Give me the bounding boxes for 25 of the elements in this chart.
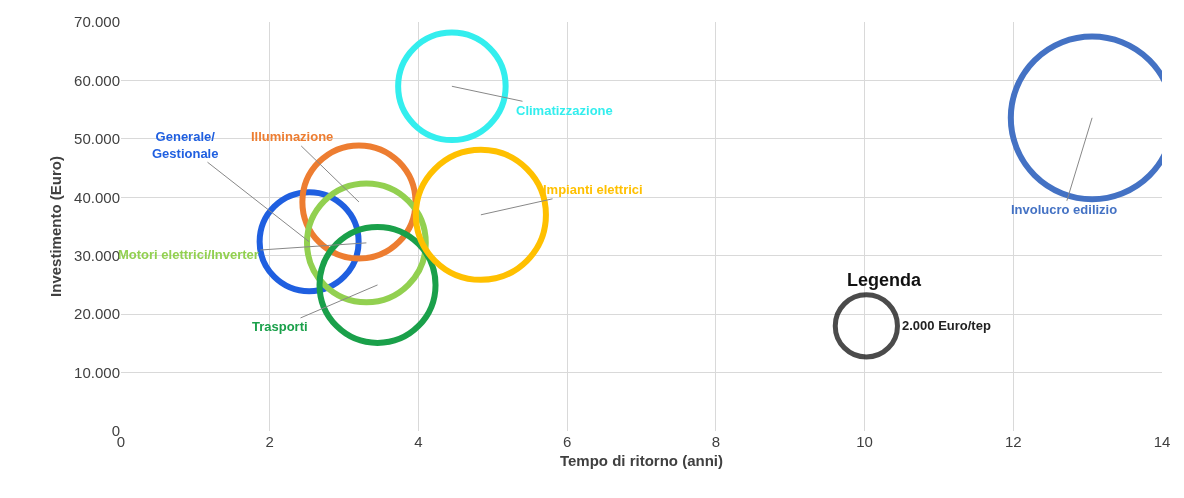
x-tick-label: 8: [711, 433, 721, 450]
series-label: Climatizzazione: [516, 103, 613, 118]
y-axis-title: Investimento (Euro): [47, 156, 65, 297]
y-tick-label: 30.000: [74, 246, 120, 264]
y-tick-label: 60.000: [74, 71, 120, 89]
x-tick-label: 14: [1153, 433, 1171, 450]
x-tick-label: 2: [265, 433, 274, 450]
text: Motori elettrici/Inverter: [118, 247, 259, 262]
y-tick-label: 20.000: [74, 305, 120, 323]
x-axis-title: Tempo di ritorno (anni): [559, 452, 724, 469]
x-tick-label: 12: [1004, 433, 1022, 450]
y-tick-label: 10.000: [74, 363, 120, 381]
x-tick-label: 10: [856, 433, 873, 450]
series-label: Illuminazione: [251, 129, 334, 144]
series-label: Trasporti: [252, 319, 308, 334]
y-tick-label: 40.000: [74, 188, 120, 206]
legend-title: Legenda: [847, 270, 922, 290]
text: Generale/ Gestionale: [152, 129, 219, 161]
series-label: Impianti elettrici: [543, 182, 643, 197]
y-tick-label: 50.000: [74, 130, 120, 148]
legend-label: 2.000 Euro/tep: [902, 318, 991, 333]
x-tick-label: 6: [562, 433, 572, 450]
x-tick-label: 4: [414, 433, 423, 450]
series-label: Involucro edilizio: [1011, 202, 1118, 217]
y-tick-label: 70.000: [74, 13, 120, 31]
